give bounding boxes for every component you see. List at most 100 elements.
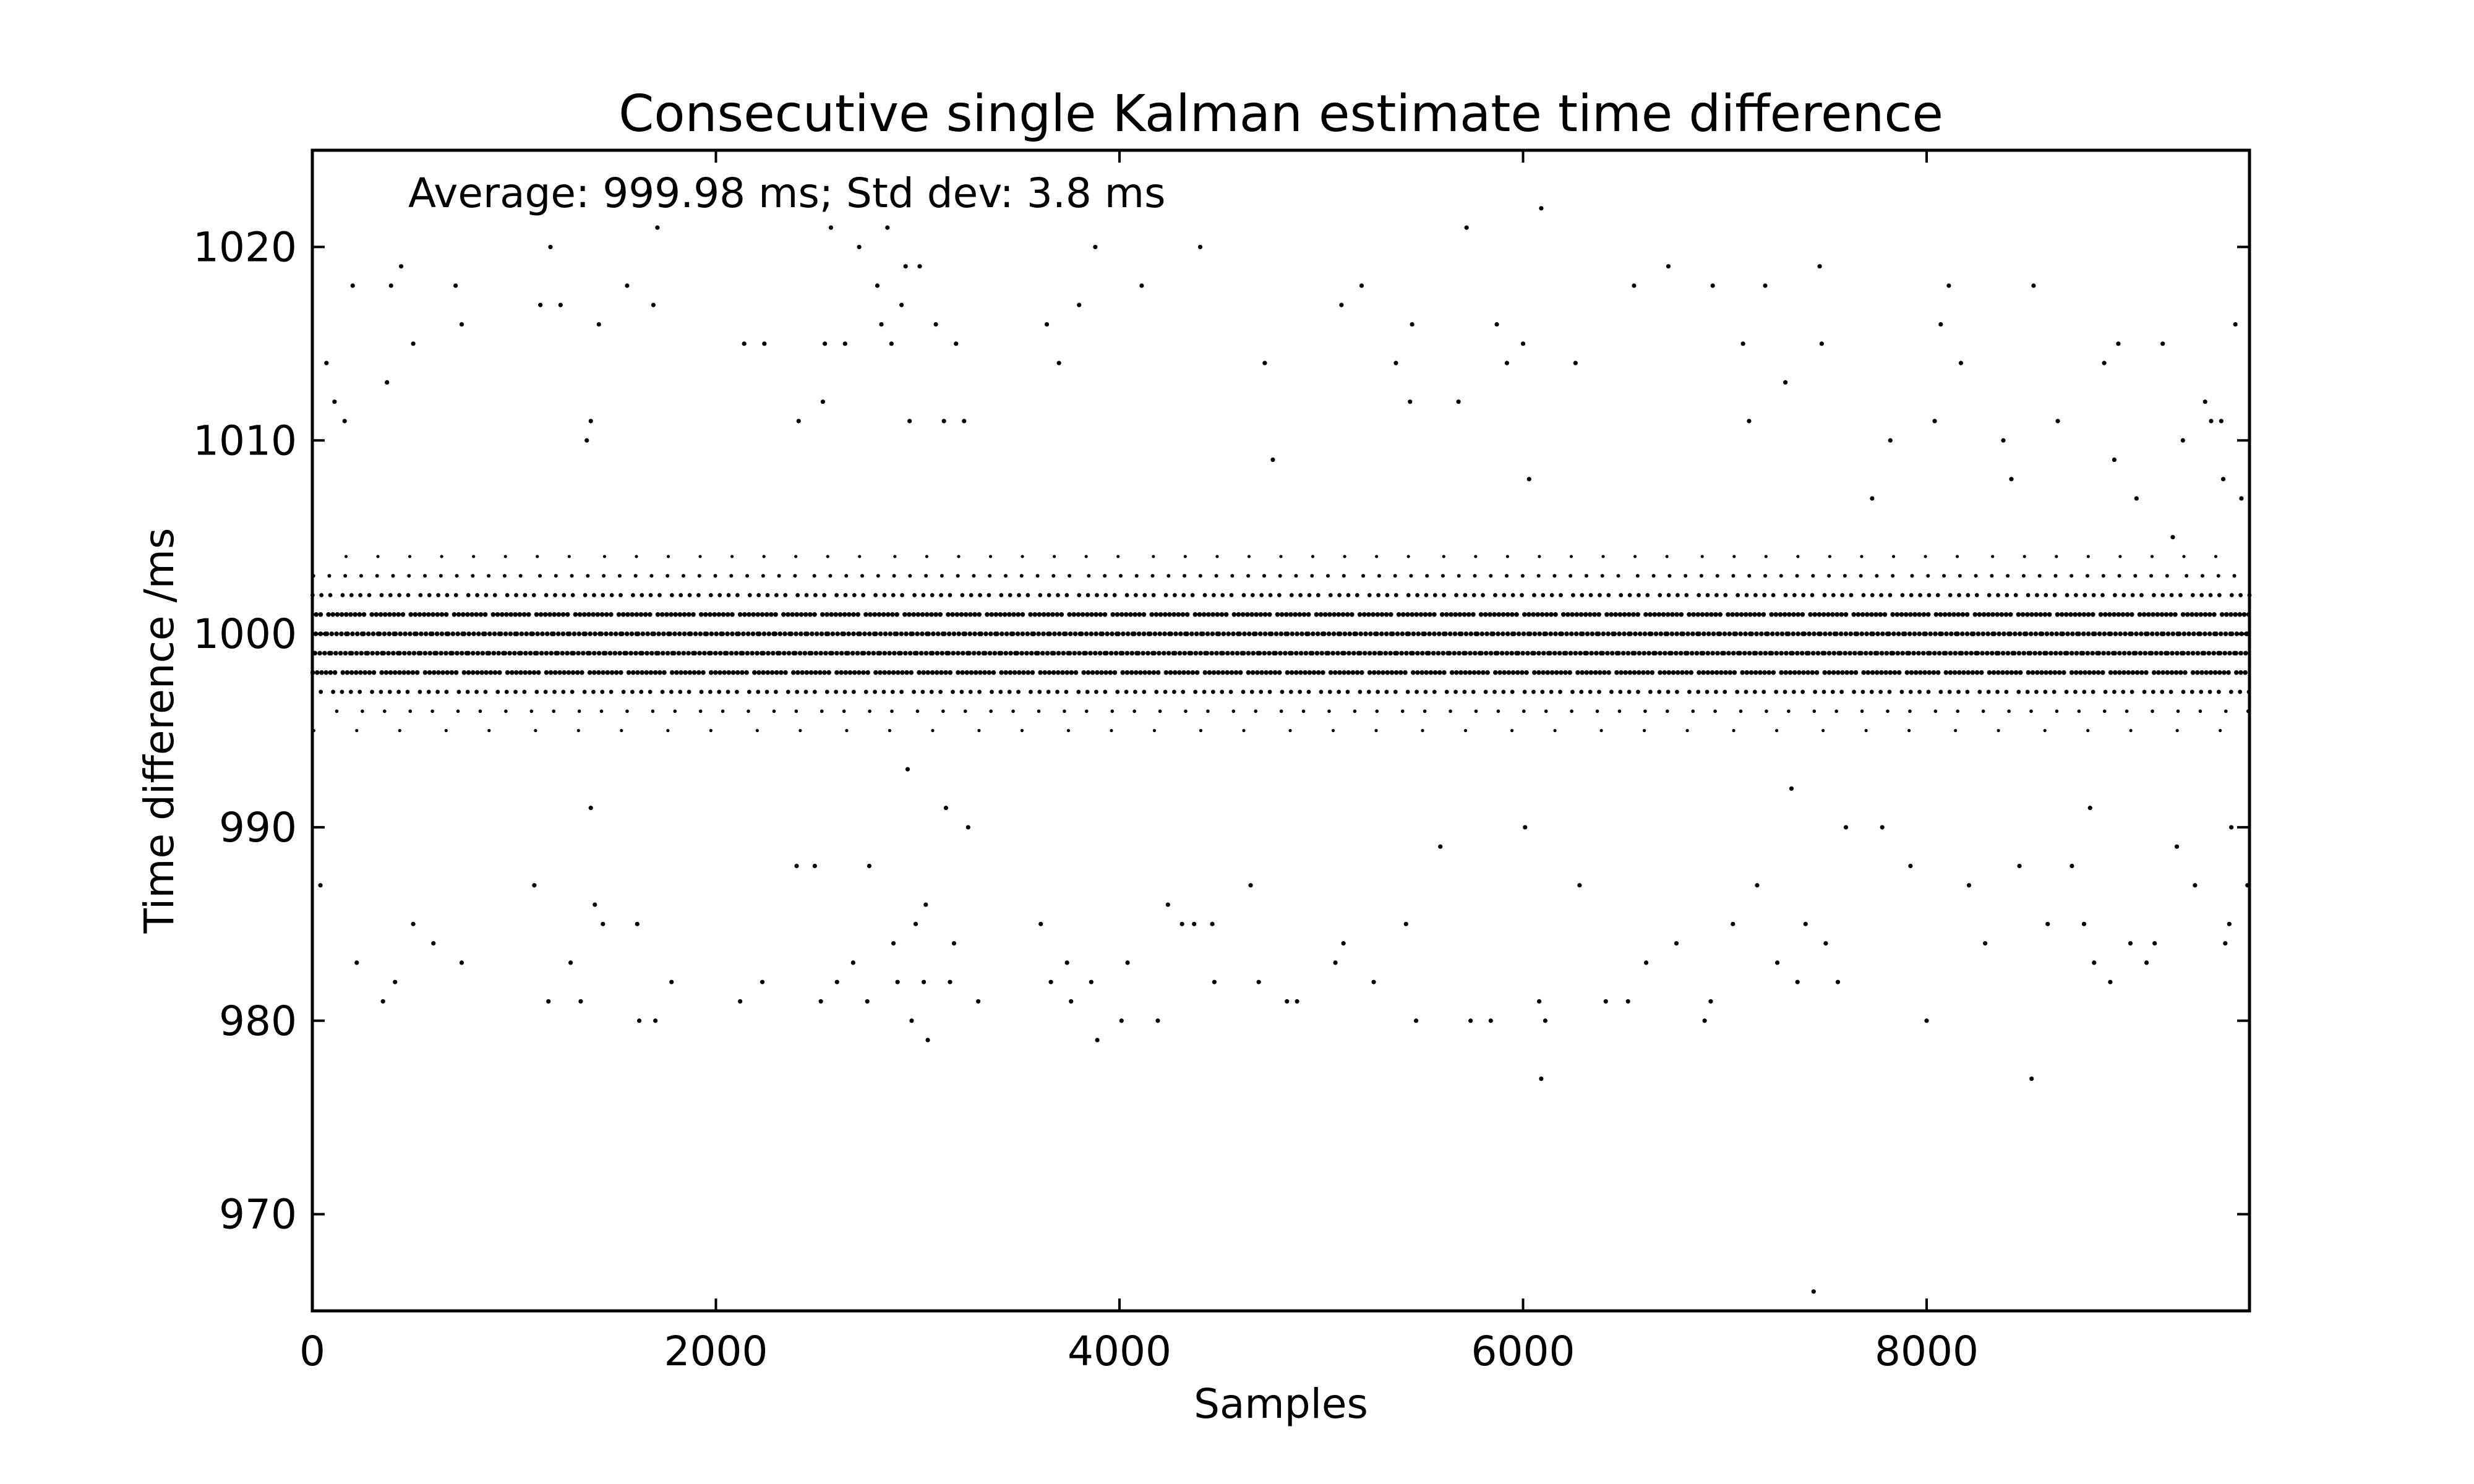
data-point xyxy=(557,670,562,675)
data-point xyxy=(1487,612,1492,617)
data-point xyxy=(2091,670,2097,675)
data-point xyxy=(1400,612,1406,617)
data-point xyxy=(343,574,348,578)
data-point xyxy=(1853,670,1859,675)
data-point xyxy=(2069,670,2074,675)
data-point xyxy=(502,650,508,656)
data-point xyxy=(1520,650,1525,656)
data-point xyxy=(1675,689,1679,694)
data-point xyxy=(1328,593,1333,597)
data-point xyxy=(1273,631,1279,636)
data-point xyxy=(1864,631,1869,636)
data-point xyxy=(1229,593,1234,597)
data-point xyxy=(1220,593,1225,597)
data-point xyxy=(1726,612,1731,617)
data-point xyxy=(2223,941,2228,946)
data-point xyxy=(2027,650,2033,656)
data-point xyxy=(2037,650,2042,656)
data-point xyxy=(1799,650,1805,656)
data-point xyxy=(708,689,713,694)
data-point xyxy=(2226,670,2231,675)
data-point xyxy=(410,670,416,675)
data-point xyxy=(434,650,439,656)
data-point xyxy=(444,728,448,733)
data-point xyxy=(1142,670,1147,675)
data-point xyxy=(1095,1038,1100,1043)
data-point xyxy=(1758,670,1763,675)
data-point xyxy=(1278,650,1283,656)
data-point xyxy=(1315,631,1320,636)
data-point xyxy=(1840,670,1845,675)
data-point xyxy=(915,631,920,636)
data-point xyxy=(1493,670,1498,675)
data-point xyxy=(2044,670,2048,675)
data-point xyxy=(2160,341,2165,346)
data-point xyxy=(2055,709,2059,714)
data-point xyxy=(1878,612,1883,617)
data-point xyxy=(1802,631,1807,636)
data-point xyxy=(371,670,377,675)
data-point xyxy=(2055,612,2060,617)
data-point xyxy=(1718,612,1723,617)
data-point xyxy=(2207,631,2212,636)
y-tick-label: 980 xyxy=(219,997,297,1045)
data-point xyxy=(1331,728,1335,733)
data-point xyxy=(328,650,333,656)
data-point xyxy=(1626,612,1632,617)
data-point xyxy=(1637,650,1642,656)
data-point xyxy=(1240,612,1246,617)
data-point xyxy=(1327,709,1331,714)
data-point xyxy=(972,612,977,617)
data-point xyxy=(518,574,523,578)
data-point xyxy=(1711,631,1716,636)
data-point xyxy=(1190,670,1196,675)
data-point xyxy=(1748,670,1754,675)
data-point xyxy=(1879,593,1883,597)
data-point xyxy=(691,612,696,617)
data-point xyxy=(667,631,672,636)
data-point xyxy=(1821,689,1826,694)
data-point xyxy=(1314,650,1320,656)
data-point xyxy=(1457,612,1463,617)
data-point xyxy=(921,593,926,597)
data-point xyxy=(1710,670,1715,675)
data-point xyxy=(1090,670,1095,675)
data-point xyxy=(1136,650,1141,656)
data-point xyxy=(987,593,991,597)
data-point xyxy=(1177,650,1183,656)
data-point xyxy=(1878,689,1883,694)
data-point xyxy=(2000,670,2005,675)
data-point xyxy=(1653,631,1659,636)
data-point xyxy=(1248,883,1253,888)
data-point xyxy=(2021,574,2026,578)
data-point xyxy=(655,612,661,617)
data-point xyxy=(868,612,873,617)
data-point xyxy=(665,650,670,656)
data-point xyxy=(1754,631,1759,636)
data-point xyxy=(1158,612,1163,617)
data-point xyxy=(725,631,730,636)
data-point xyxy=(1666,593,1671,597)
data-point xyxy=(544,670,549,675)
data-point xyxy=(2102,709,2107,714)
data-point xyxy=(1510,670,1516,675)
data-point xyxy=(1522,709,1526,714)
data-point xyxy=(1884,650,1890,656)
data-point xyxy=(819,631,824,636)
data-point xyxy=(628,650,633,656)
data-point xyxy=(1163,593,1168,597)
data-point xyxy=(1084,631,1089,636)
data-point xyxy=(1277,670,1282,675)
data-point xyxy=(378,612,383,617)
data-point xyxy=(1318,612,1324,617)
data-point xyxy=(692,650,698,656)
data-point xyxy=(644,670,649,675)
data-point xyxy=(1299,631,1304,636)
data-point xyxy=(2168,689,2173,694)
data-point xyxy=(470,670,476,675)
data-point xyxy=(1557,650,1562,656)
data-point xyxy=(842,612,847,617)
data-point xyxy=(591,650,597,656)
data-point xyxy=(1903,612,1909,617)
data-point xyxy=(1620,650,1626,656)
